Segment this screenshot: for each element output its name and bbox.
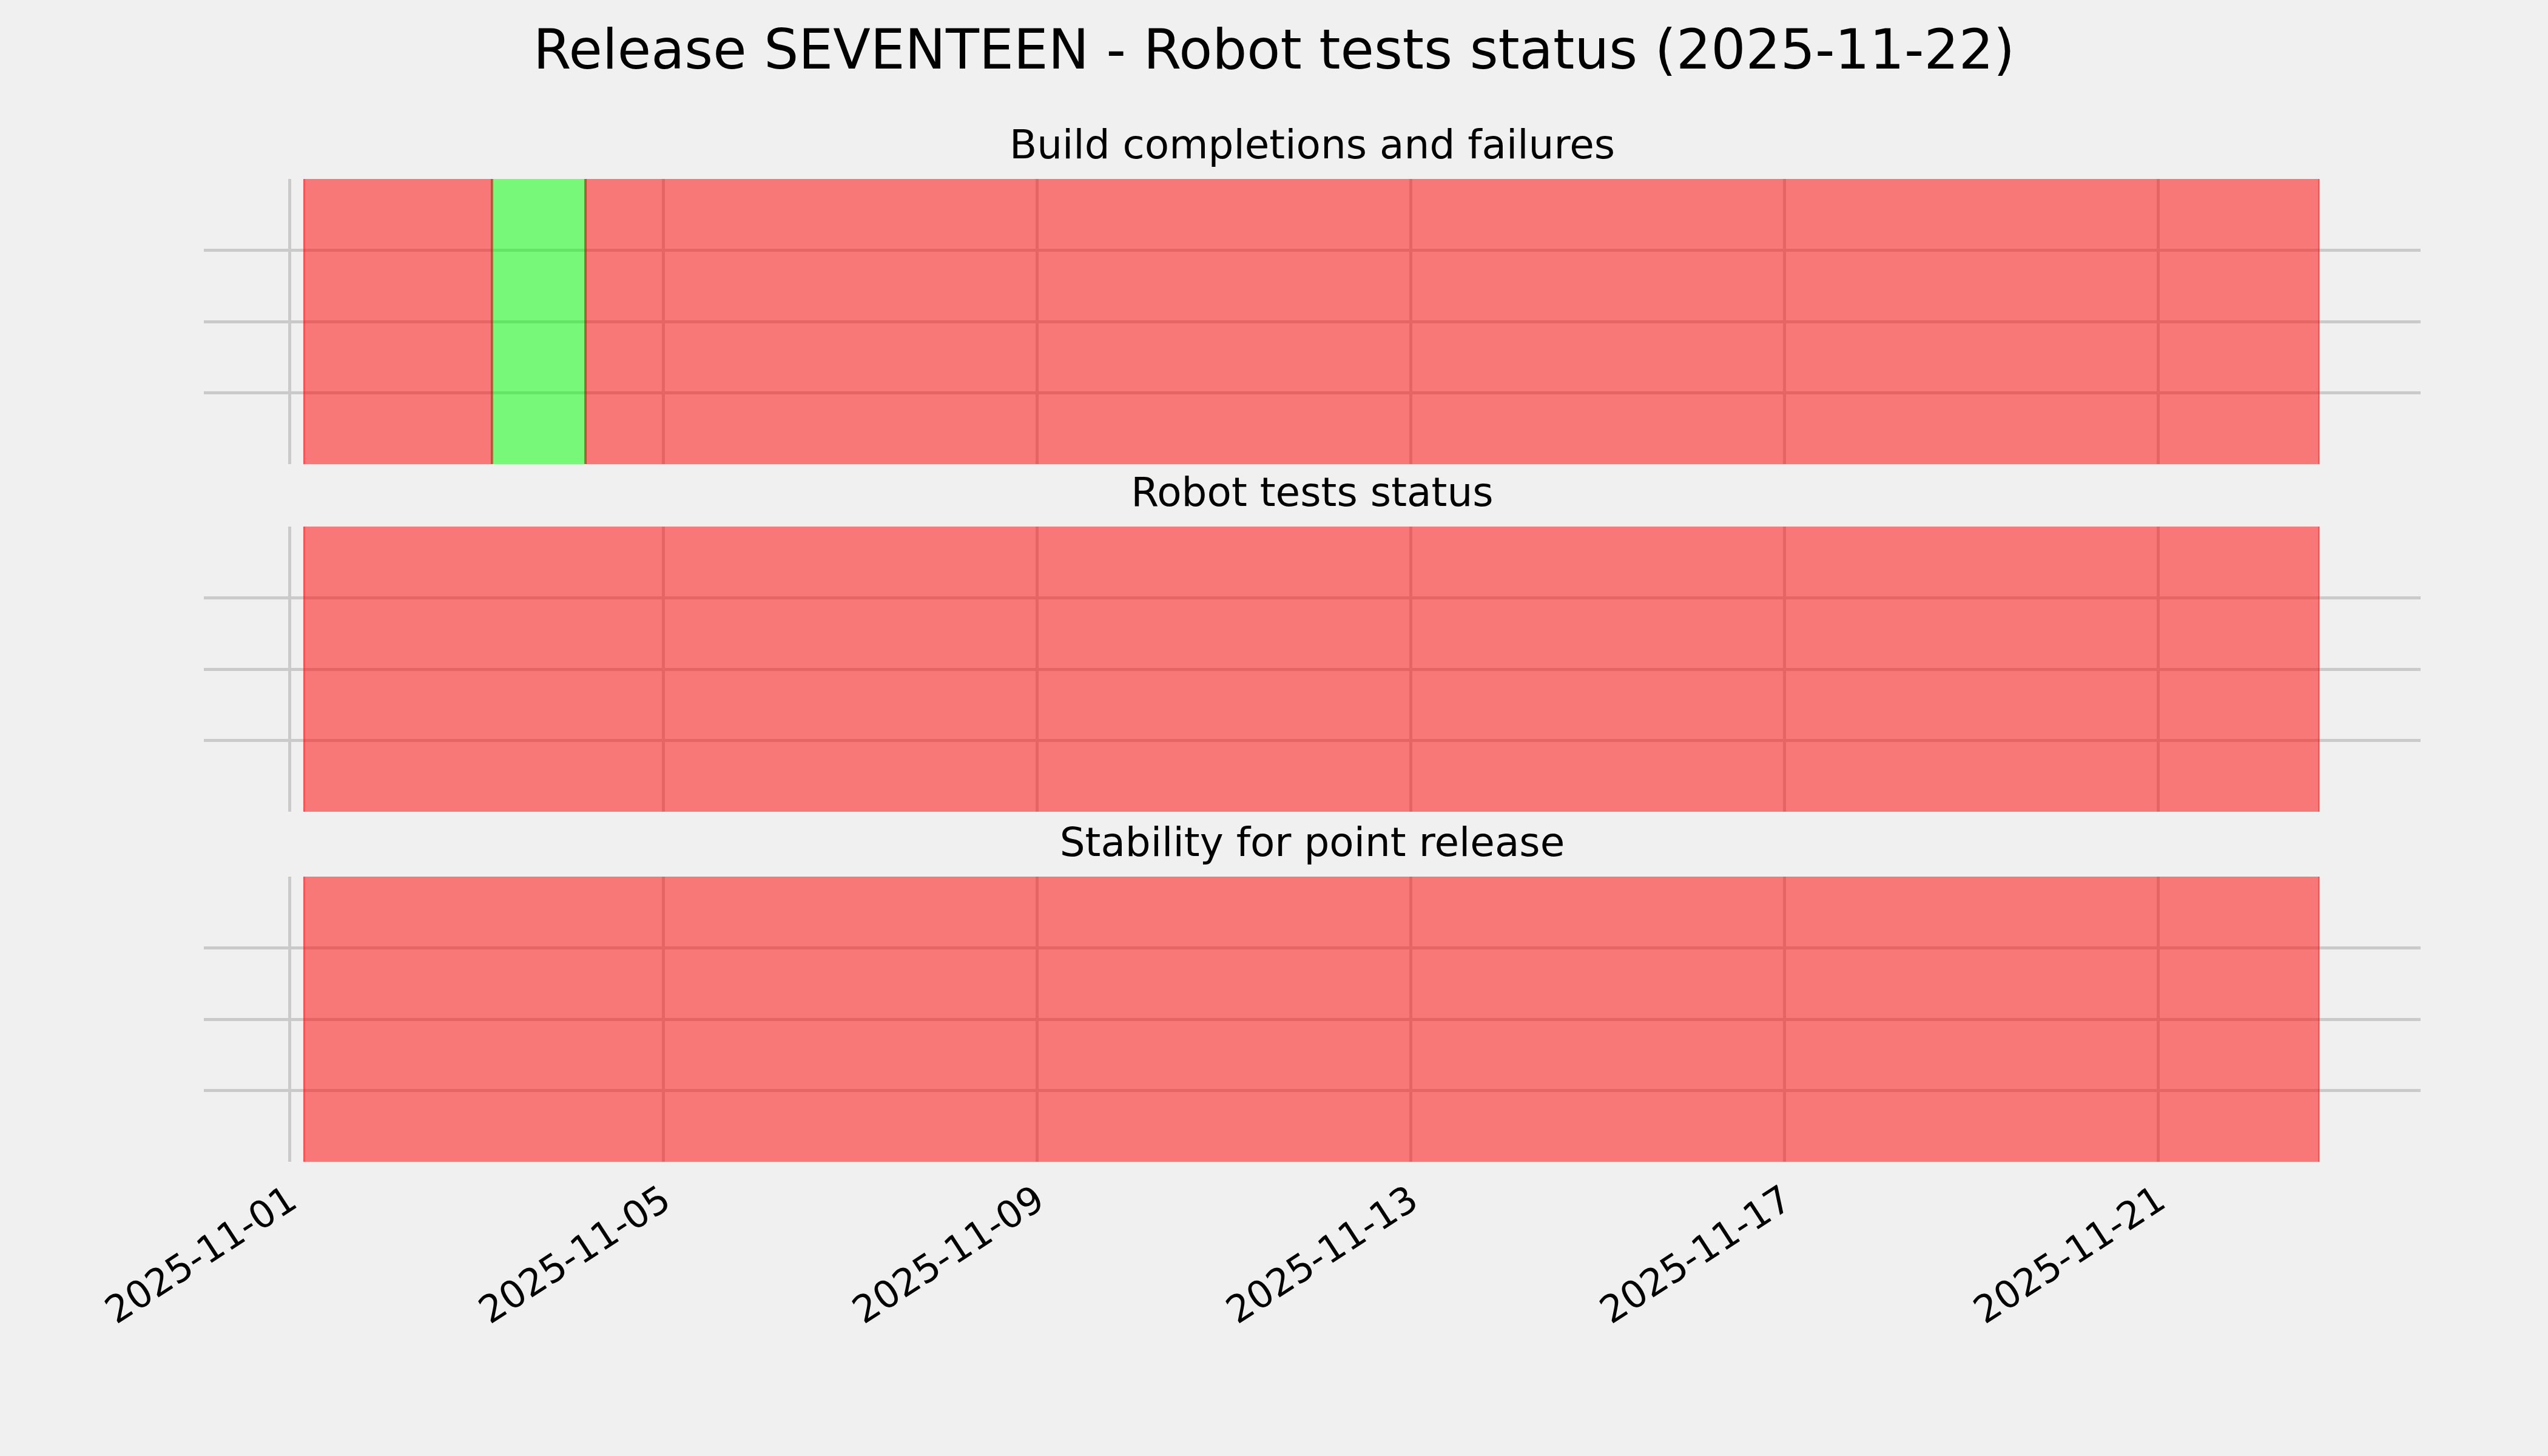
- x-tick-label: 2025-11-09: [846, 1179, 1050, 1330]
- x-tick-label: 2025-11-05: [473, 1179, 676, 1330]
- panel-title: Robot tests status: [204, 468, 2421, 518]
- status-segment-failure: [585, 179, 2319, 464]
- segment-boundary: [303, 179, 305, 464]
- segment-boundary: [2318, 179, 2320, 464]
- status-segment-failure: [303, 877, 2319, 1162]
- segment-boundary: [303, 877, 305, 1162]
- x-tick-label: 2025-11-13: [1220, 1179, 1424, 1330]
- panel-axes: [204, 527, 2421, 812]
- x-gridline: [288, 527, 291, 812]
- status-segment-failure: [303, 179, 492, 464]
- segment-boundary: [303, 527, 305, 812]
- x-gridline: [288, 877, 291, 1162]
- panel-axes: [204, 179, 2421, 464]
- x-gridline: [288, 179, 291, 464]
- panel-title: Stability for point release: [204, 818, 2421, 868]
- segment-boundary: [491, 179, 493, 464]
- panel-axes: [204, 877, 2421, 1162]
- segment-boundary: [2318, 527, 2320, 812]
- segment-boundary: [2318, 877, 2320, 1162]
- segment-boundary: [584, 179, 587, 464]
- panel-title: Build completions and failures: [204, 120, 2421, 170]
- x-tick-label: 2025-11-17: [1594, 1179, 1798, 1330]
- chart-title: Release SEVENTEEN - Robot tests status (…: [0, 17, 2548, 83]
- status-segment-failure: [303, 527, 2319, 812]
- status-segment-success: [492, 179, 585, 464]
- x-tick-label: 2025-11-21: [1967, 1179, 2171, 1330]
- x-tick-label: 2025-11-01: [99, 1179, 303, 1330]
